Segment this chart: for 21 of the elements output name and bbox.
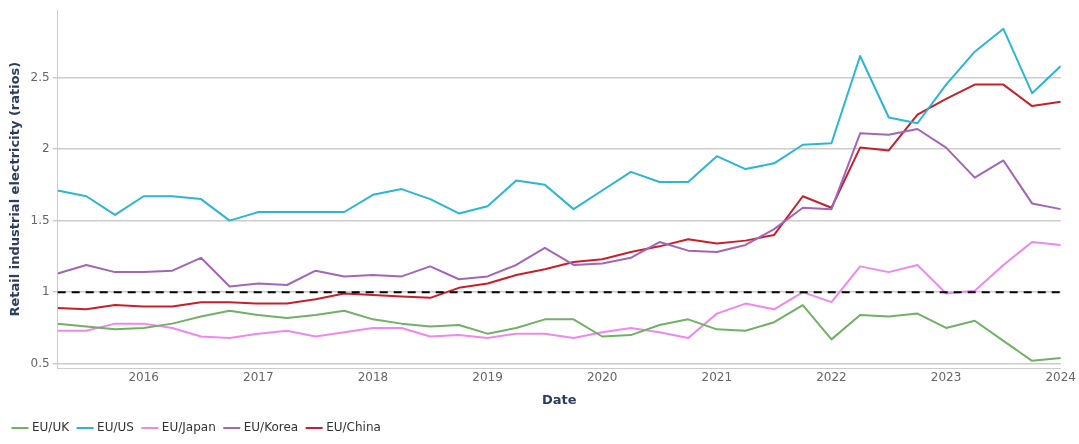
legend-label: EU/US	[97, 420, 134, 435]
legend-label: EU/Korea	[243, 420, 299, 435]
y-tick-label: 1	[42, 284, 50, 299]
legend-label: EU/UK	[32, 420, 71, 435]
y-tick-label: 1.5	[30, 212, 50, 227]
x-tick-label: 2022	[816, 370, 847, 385]
x-tick-label: 2017	[243, 370, 274, 385]
x-tick-label: 2023	[930, 370, 962, 385]
x-tick-label: 2016	[128, 370, 159, 385]
x-tick-label: 2020	[586, 370, 618, 385]
x-tick-label: 2021	[701, 370, 733, 385]
x-axis-title: Date	[541, 391, 577, 407]
legend-label: EU/China	[326, 420, 381, 435]
y-tick-label: 2	[42, 141, 50, 156]
x-tick-label: 2024	[1045, 370, 1076, 385]
x-tick-label: 2018	[357, 370, 389, 385]
x-tick-label: 2019	[472, 370, 503, 385]
y-tick-label: 0.5	[30, 355, 50, 370]
y-tick-label: 2.5	[30, 69, 50, 84]
legend-label: EU/Japan	[161, 420, 216, 435]
y-axis-title: Retail industrial electricity (ratios)	[7, 61, 23, 317]
